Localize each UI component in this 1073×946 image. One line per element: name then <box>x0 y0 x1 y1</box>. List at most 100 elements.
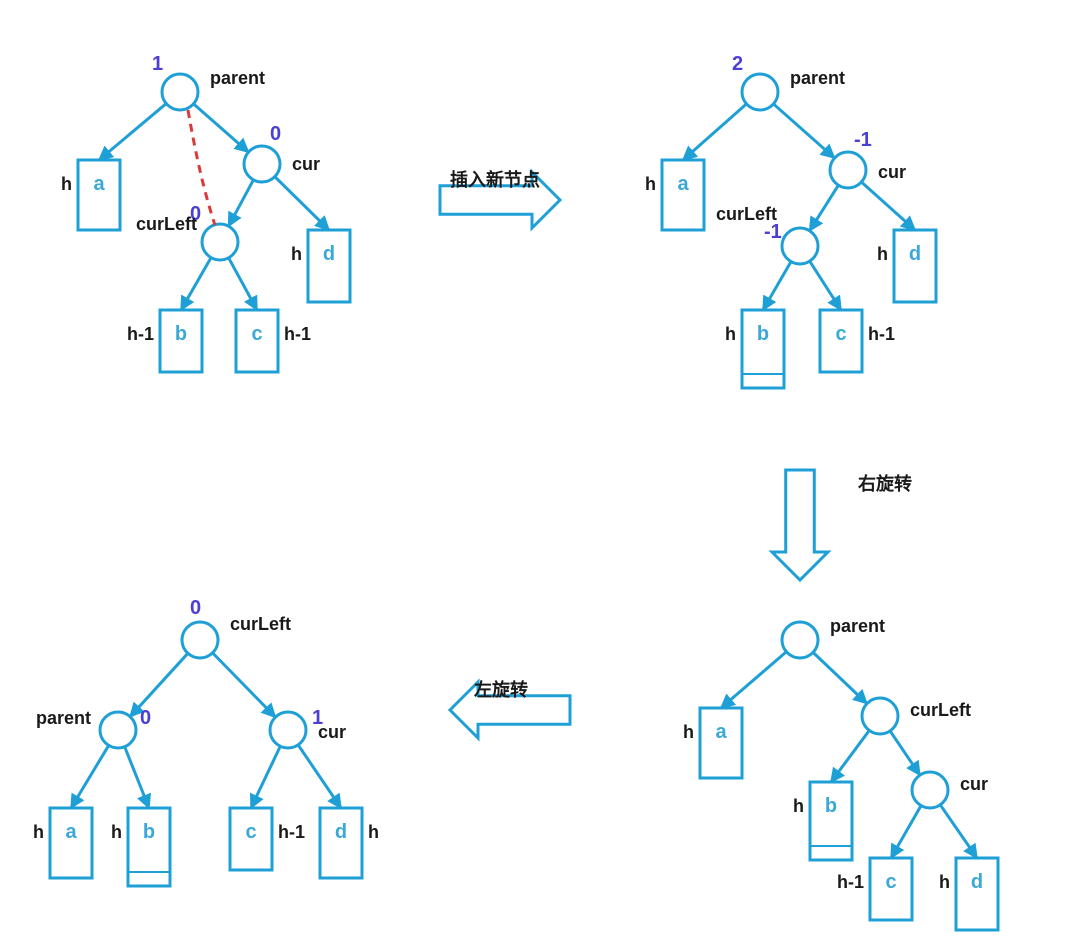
tree-edge <box>940 805 977 858</box>
arrow-label: 插入新节点 <box>450 169 540 190</box>
subtree-box <box>78 160 120 230</box>
subtree-letter: c <box>835 323 846 345</box>
tree-node <box>244 146 280 182</box>
tree-node <box>182 622 218 658</box>
subtree-letter: c <box>245 821 256 843</box>
tree-edge <box>71 745 109 808</box>
tree-edge <box>810 185 839 231</box>
tree-edge <box>229 258 257 310</box>
subtree-box <box>700 708 742 778</box>
tree-node <box>742 74 778 110</box>
node-label: curLeft <box>136 214 197 234</box>
height-label: h <box>645 174 656 194</box>
subtree-letter: d <box>909 243 921 265</box>
height-label: h-1 <box>127 324 154 344</box>
tree-after-insert: 2parent-1cur-1curLeftahdhbhch-1 <box>645 53 936 388</box>
tree-edge <box>229 180 254 226</box>
subtree-letter: c <box>885 871 896 893</box>
tree-after-left-rotate: 0curLeft0parent1curahbhch-1dh <box>33 597 379 886</box>
subtree-letter: b <box>143 821 155 843</box>
subtree-box <box>320 808 362 878</box>
subtree-box <box>128 808 170 886</box>
balance-factor: 0 <box>270 123 281 145</box>
subtree-letter: b <box>825 795 837 817</box>
diagram-canvas: 1parent0cur0curLeftahdhbh-1ch-12parent-1… <box>0 0 1073 946</box>
tree-edge <box>99 104 166 160</box>
tree-edge <box>130 653 188 716</box>
height-label: h <box>111 822 122 842</box>
subtree-box <box>662 160 704 230</box>
tree-node <box>782 228 818 264</box>
tree-before-insert: 1parent0cur0curLeftahdhbh-1ch-1 <box>61 53 350 372</box>
subtree-letter: a <box>93 173 105 195</box>
tree-edge <box>194 104 249 152</box>
tree-edge <box>861 182 915 230</box>
subtree-box <box>308 230 350 302</box>
tree-edge <box>721 652 786 708</box>
node-label: cur <box>292 154 320 174</box>
tree-edge <box>125 747 149 808</box>
height-label: h <box>725 324 736 344</box>
node-label: curLeft <box>910 700 971 720</box>
node-label: parent <box>830 616 885 636</box>
node-label: curLeft <box>230 614 291 634</box>
height-label: h-1 <box>284 324 311 344</box>
arrow-label: 左旋转 <box>474 679 528 700</box>
subtree-letter: b <box>175 323 187 345</box>
node-label: cur <box>960 774 988 794</box>
balance-factor: 0 <box>190 597 201 619</box>
node-label: parent <box>210 68 265 88</box>
subtree-letter: d <box>335 821 347 843</box>
node-label: curLeft <box>716 204 777 224</box>
tree-node <box>830 152 866 188</box>
height-label: h-1 <box>868 324 895 344</box>
tree-edge <box>813 652 867 703</box>
subtree-letter: a <box>677 173 689 195</box>
height-label: h-1 <box>278 822 305 842</box>
subtree-box <box>810 782 852 860</box>
node-label: cur <box>318 722 346 742</box>
height-label: h <box>939 872 950 892</box>
height-label: h <box>877 244 888 264</box>
balance-factor: -1 <box>764 221 782 243</box>
subtree-letter: a <box>65 821 77 843</box>
subtree-box <box>742 310 784 388</box>
balance-factor: -1 <box>854 129 872 151</box>
subtree-letter: c <box>251 323 262 345</box>
tree-node <box>202 224 238 260</box>
height-label: h <box>793 796 804 816</box>
tree-edge <box>763 262 791 310</box>
balance-factor: 1 <box>152 53 163 75</box>
tree-node <box>100 712 136 748</box>
height-label: h <box>291 244 302 264</box>
node-label: parent <box>36 708 91 728</box>
tree-edge <box>251 746 280 808</box>
subtree-box <box>50 808 92 878</box>
tree-edge <box>810 261 841 310</box>
tree-node <box>912 772 948 808</box>
tree-edge <box>773 104 834 158</box>
tree-edge <box>891 806 921 858</box>
tree-edge <box>275 177 329 230</box>
tree-node <box>782 622 818 658</box>
tree-edge <box>298 745 341 808</box>
tree-node <box>862 698 898 734</box>
tree-after-right-rotate: parentcurLeftcurahbhch-1dh <box>683 616 998 930</box>
subtree-box <box>894 230 936 302</box>
subtree-letter: d <box>323 243 335 265</box>
transition-arrow <box>772 470 828 580</box>
tree-edge <box>213 653 276 717</box>
subtree-letter: a <box>715 721 727 743</box>
tree-edge <box>831 730 869 782</box>
arrow-label: 右旋转 <box>858 473 912 494</box>
node-label: parent <box>790 68 845 88</box>
subtree-letter: b <box>757 323 769 345</box>
height-label: h <box>368 822 379 842</box>
subtree-box <box>956 858 998 930</box>
height-label: h <box>683 722 694 742</box>
tree-edge <box>181 258 211 310</box>
tree-edge <box>683 104 747 160</box>
tree-node <box>162 74 198 110</box>
height-label: h <box>33 822 44 842</box>
subtree-letter: d <box>971 871 983 893</box>
